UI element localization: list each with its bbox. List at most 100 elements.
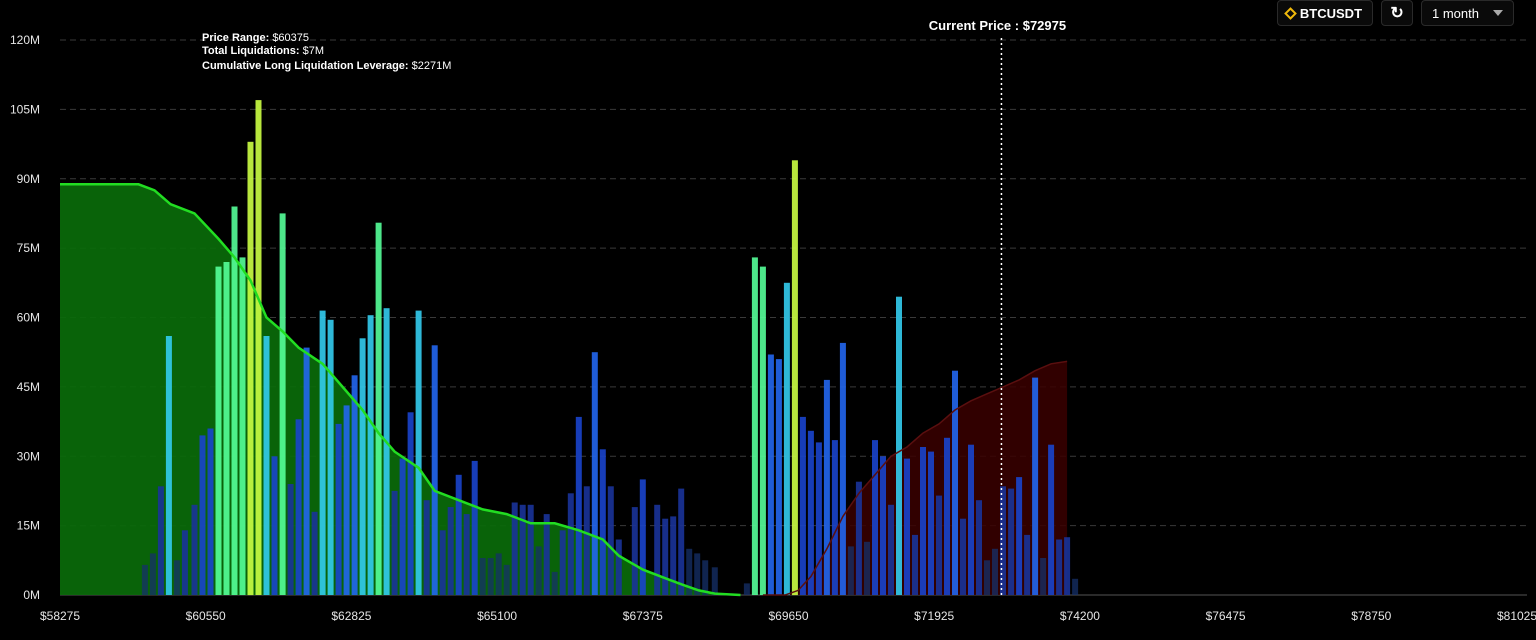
liquidation-bar[interactable] (376, 223, 382, 595)
liquidation-bar[interactable] (264, 336, 270, 595)
liquidation-bar[interactable] (1008, 489, 1014, 595)
liquidation-bar[interactable] (440, 530, 446, 595)
refresh-button[interactable]: ↻ (1381, 0, 1413, 26)
liquidation-bar[interactable] (808, 431, 814, 595)
liquidation-bar[interactable] (400, 459, 406, 595)
liquidation-bar[interactable] (552, 572, 558, 595)
liquidation-bar[interactable] (576, 417, 582, 595)
liquidation-bar[interactable] (240, 257, 246, 595)
liquidation-bar[interactable] (702, 560, 708, 595)
liquidation-bar[interactable] (352, 375, 358, 595)
liquidation-bar[interactable] (480, 558, 486, 595)
liquidation-bar[interactable] (920, 447, 926, 595)
liquidation-bar[interactable] (752, 257, 758, 595)
liquidation-bar[interactable] (488, 558, 494, 595)
liquidation-bar[interactable] (150, 553, 156, 595)
liquidation-bar[interactable] (424, 500, 430, 595)
liquidation-bar[interactable] (992, 549, 998, 595)
liquidation-bar[interactable] (744, 583, 750, 595)
liquidation-bar[interactable] (1072, 579, 1078, 595)
liquidation-bar[interactable] (912, 535, 918, 595)
liquidation-bar[interactable] (600, 449, 606, 595)
liquidation-bar[interactable] (496, 553, 502, 595)
liquidation-bar[interactable] (456, 475, 462, 595)
symbol-selector[interactable]: BTCUSDT (1277, 0, 1373, 26)
liquidation-bar[interactable] (896, 297, 902, 595)
liquidation-bar[interactable] (174, 560, 180, 595)
liquidation-bar[interactable] (528, 505, 534, 595)
liquidation-bar[interactable] (384, 308, 390, 595)
liquidation-bar[interactable] (632, 507, 638, 595)
liquidation-bar[interactable] (678, 489, 684, 595)
liquidation-bar[interactable] (976, 500, 982, 595)
liquidation-bar[interactable] (984, 560, 990, 595)
liquidation-bar[interactable] (560, 530, 566, 595)
liquidation-bars[interactable] (142, 100, 1078, 595)
liquidation-bar[interactable] (872, 440, 878, 595)
liquidation-bar[interactable] (952, 371, 958, 595)
period-dropdown[interactable]: 1 month (1421, 0, 1514, 26)
liquidation-bar[interactable] (1056, 540, 1062, 596)
liquidation-bar[interactable] (368, 315, 374, 595)
liquidation-bar[interactable] (320, 311, 326, 595)
liquidation-bar[interactable] (1048, 445, 1054, 595)
liquidation-bar[interactable] (416, 311, 422, 595)
liquidation-bar[interactable] (832, 440, 838, 595)
liquidation-bar[interactable] (662, 519, 668, 595)
liquidation-bar[interactable] (1024, 535, 1030, 595)
liquidation-bar[interactable] (584, 486, 590, 595)
liquidation-bar[interactable] (248, 142, 254, 595)
liquidation-bar[interactable] (448, 507, 454, 595)
liquidation-bar[interactable] (968, 445, 974, 595)
liquidation-bar[interactable] (272, 456, 278, 595)
liquidation-bar[interactable] (464, 514, 470, 595)
liquidation-bar[interactable] (608, 486, 614, 595)
liquidation-bar[interactable] (192, 505, 198, 595)
liquidation-bar[interactable] (654, 505, 660, 595)
liquidation-bar[interactable] (536, 546, 542, 595)
liquidation-bar[interactable] (256, 100, 262, 595)
liquidation-bar[interactable] (392, 491, 398, 595)
liquidation-bar[interactable] (1064, 537, 1070, 595)
liquidation-bar[interactable] (864, 542, 870, 595)
liquidation-bar[interactable] (616, 540, 622, 596)
liquidation-bar[interactable] (760, 267, 766, 595)
liquidation-bar[interactable] (288, 484, 294, 595)
liquidation-bar[interactable] (768, 355, 774, 596)
liquidation-bar[interactable] (904, 459, 910, 595)
liquidation-bar[interactable] (856, 482, 862, 595)
liquidation-bar[interactable] (1032, 378, 1038, 595)
liquidation-bar[interactable] (848, 546, 854, 595)
liquidation-bar[interactable] (200, 435, 206, 595)
liquidation-bar[interactable] (784, 283, 790, 595)
liquidation-bar[interactable] (166, 336, 172, 595)
liquidation-bar[interactable] (182, 530, 188, 595)
liquidation-bar[interactable] (592, 352, 598, 595)
liquidation-bar[interactable] (232, 207, 238, 596)
liquidation-bar[interactable] (344, 405, 350, 595)
liquidation-bar[interactable] (544, 514, 550, 595)
liquidation-bar[interactable] (1040, 558, 1046, 595)
liquidation-bar[interactable] (296, 419, 302, 595)
liquidation-bar[interactable] (880, 456, 886, 595)
liquidation-bar[interactable] (224, 262, 230, 595)
liquidation-bar[interactable] (960, 519, 966, 595)
liquidation-bar[interactable] (800, 417, 806, 595)
liquidation-bar[interactable] (936, 496, 942, 595)
liquidation-bar[interactable] (432, 345, 438, 595)
liquidation-bar[interactable] (824, 380, 830, 595)
liquidation-bar[interactable] (216, 267, 222, 595)
liquidation-bar[interactable] (312, 512, 318, 595)
liquidation-bar[interactable] (208, 429, 214, 596)
liquidation-bar[interactable] (712, 567, 718, 595)
liquidation-bar[interactable] (280, 213, 286, 595)
liquidation-bar[interactable] (1016, 477, 1022, 595)
liquidation-bar[interactable] (928, 452, 934, 595)
liquidation-bar[interactable] (304, 348, 310, 595)
liquidation-bar[interactable] (840, 343, 846, 595)
liquidation-bar[interactable] (640, 479, 646, 595)
liquidation-bar[interactable] (336, 424, 342, 595)
liquidation-bar[interactable] (472, 461, 478, 595)
liquidation-bar[interactable] (568, 493, 574, 595)
liquidation-bar[interactable] (158, 486, 164, 595)
